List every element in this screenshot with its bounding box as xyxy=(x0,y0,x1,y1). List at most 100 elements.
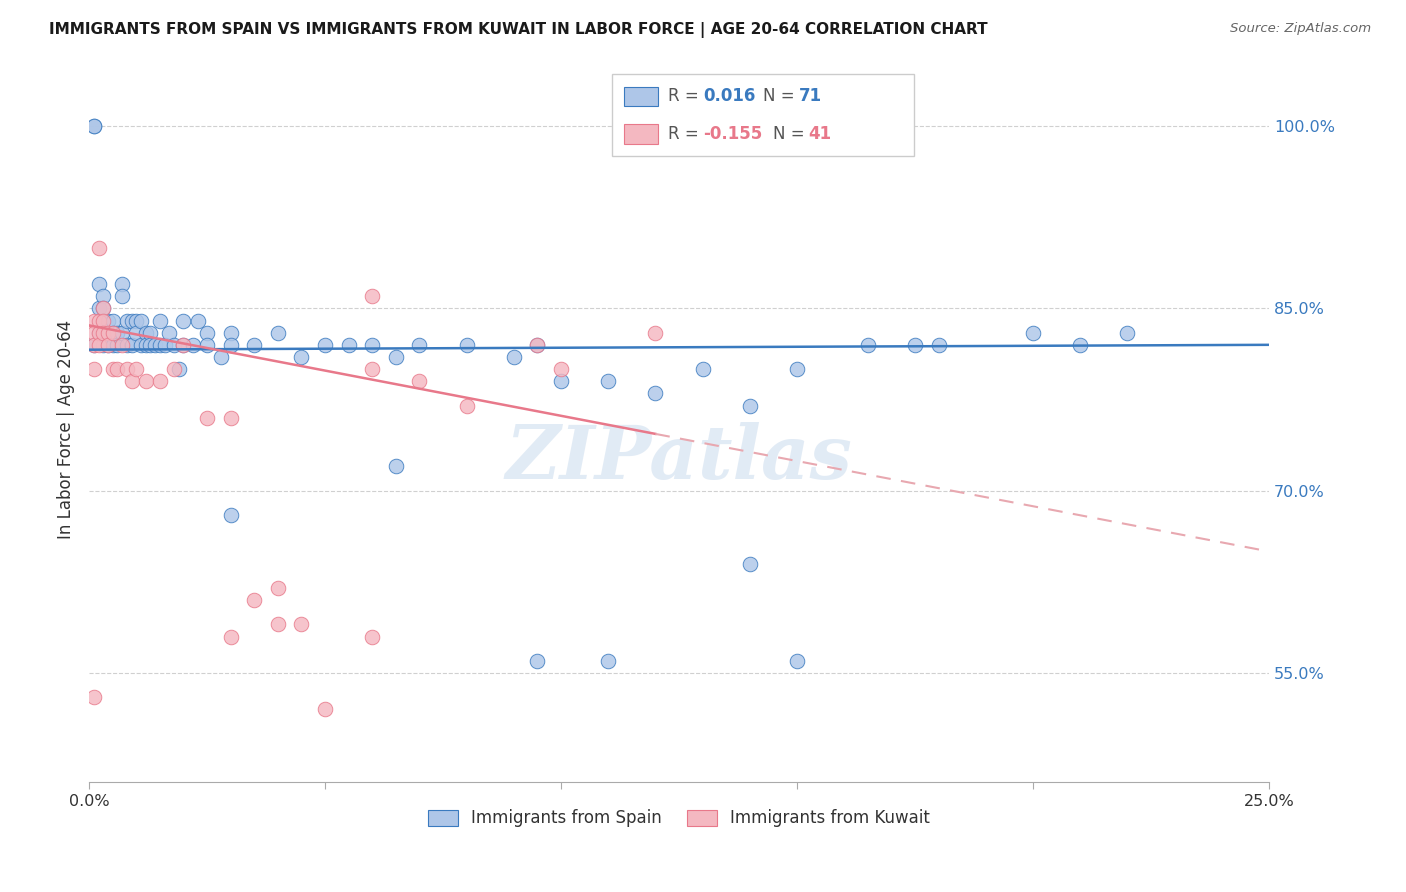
Point xyxy=(83,119,105,133)
Point xyxy=(526,654,548,668)
Point xyxy=(550,374,572,388)
Point xyxy=(125,313,148,327)
Point xyxy=(172,338,194,352)
Point xyxy=(111,277,134,291)
Point xyxy=(856,338,879,352)
Point xyxy=(1069,338,1091,352)
Point xyxy=(598,654,620,668)
Point xyxy=(97,313,120,327)
Point xyxy=(105,362,128,376)
Point xyxy=(267,581,290,595)
Point xyxy=(290,617,312,632)
Point xyxy=(83,326,105,340)
Point xyxy=(219,338,242,352)
Point xyxy=(550,362,572,376)
Point xyxy=(121,374,143,388)
Text: ZIPatlas: ZIPatlas xyxy=(506,422,852,494)
Point xyxy=(101,326,124,340)
Point xyxy=(290,350,312,364)
Y-axis label: In Labor Force | Age 20-64: In Labor Force | Age 20-64 xyxy=(58,320,75,540)
Point xyxy=(101,362,124,376)
Point xyxy=(129,313,152,327)
Point xyxy=(87,241,110,255)
Point xyxy=(187,313,209,327)
Text: -0.155: -0.155 xyxy=(703,125,762,143)
Point xyxy=(786,362,808,376)
Text: 0.016: 0.016 xyxy=(703,87,755,105)
Text: 71: 71 xyxy=(799,87,821,105)
Text: N =: N = xyxy=(763,87,800,105)
Point xyxy=(111,289,134,303)
Point xyxy=(172,338,194,352)
Point xyxy=(598,374,620,388)
Point xyxy=(738,557,761,571)
Text: 41: 41 xyxy=(808,125,831,143)
Point xyxy=(219,630,242,644)
Point xyxy=(181,338,204,352)
Point xyxy=(163,338,186,352)
Point xyxy=(314,702,336,716)
Point xyxy=(139,326,162,340)
Point xyxy=(243,593,266,607)
Point xyxy=(692,362,714,376)
Point xyxy=(101,326,124,340)
Point xyxy=(408,338,430,352)
Point xyxy=(87,277,110,291)
Point xyxy=(361,289,384,303)
Text: IMMIGRANTS FROM SPAIN VS IMMIGRANTS FROM KUWAIT IN LABOR FORCE | AGE 20-64 CORRE: IMMIGRANTS FROM SPAIN VS IMMIGRANTS FROM… xyxy=(49,22,988,38)
Point xyxy=(502,350,524,364)
Point xyxy=(83,690,105,705)
Point xyxy=(904,338,927,352)
Point xyxy=(135,338,157,352)
Point xyxy=(83,338,105,352)
Point xyxy=(87,301,110,316)
Text: R =: R = xyxy=(668,87,704,105)
Point xyxy=(385,350,408,364)
Point xyxy=(195,326,218,340)
Point xyxy=(121,338,143,352)
Point xyxy=(153,338,176,352)
Point xyxy=(385,459,408,474)
Point xyxy=(456,399,478,413)
Point xyxy=(115,313,138,327)
Point xyxy=(97,338,120,352)
Point xyxy=(408,374,430,388)
Legend: Immigrants from Spain, Immigrants from Kuwait: Immigrants from Spain, Immigrants from K… xyxy=(422,803,936,834)
Point xyxy=(111,338,134,352)
Point xyxy=(91,289,114,303)
Point xyxy=(87,338,110,352)
Point xyxy=(91,313,114,327)
Point xyxy=(115,338,138,352)
Point xyxy=(143,338,166,352)
Point xyxy=(167,362,190,376)
Point xyxy=(219,508,242,522)
Point xyxy=(139,338,162,352)
Point xyxy=(105,338,128,352)
Point xyxy=(149,374,172,388)
Point xyxy=(91,326,114,340)
Point xyxy=(135,374,157,388)
Point xyxy=(101,338,124,352)
Point xyxy=(243,338,266,352)
Point xyxy=(121,313,143,327)
Point xyxy=(267,326,290,340)
Point xyxy=(361,630,384,644)
Point xyxy=(125,362,148,376)
Point xyxy=(91,338,114,352)
Point xyxy=(195,410,218,425)
Text: R =: R = xyxy=(668,125,704,143)
Point xyxy=(83,119,105,133)
Point xyxy=(83,338,105,352)
Point xyxy=(267,617,290,632)
Point xyxy=(361,362,384,376)
Point xyxy=(105,326,128,340)
Point xyxy=(1116,326,1139,340)
Point xyxy=(83,362,105,376)
Point xyxy=(644,326,666,340)
Point xyxy=(129,338,152,352)
Point xyxy=(209,350,232,364)
Point xyxy=(738,399,761,413)
Point xyxy=(172,313,194,327)
Point xyxy=(97,338,120,352)
Point xyxy=(87,313,110,327)
